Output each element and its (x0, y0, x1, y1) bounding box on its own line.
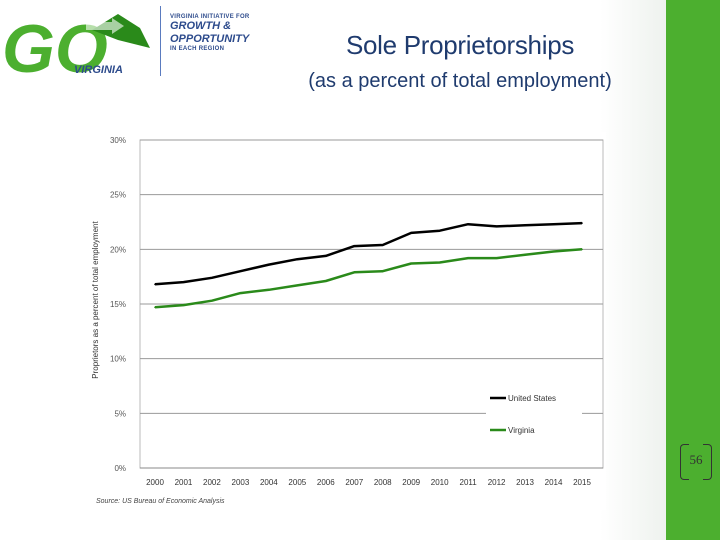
x-tick-label: 2009 (402, 478, 420, 487)
logo-line1: VIRGINIA INITIATIVE FOR (170, 14, 250, 20)
chart-source: Source: US Bureau of Economic Analysis (96, 498, 225, 505)
data-point (410, 262, 413, 265)
series-line-united-states (154, 221, 583, 286)
y-tick-label: 20% (110, 245, 126, 254)
logo-line4: IN EACH REGION (170, 46, 225, 52)
data-point (467, 223, 469, 225)
axis-layer: 0% 5% 10% 15% 20% 25% 30% 2000 2001 2002 2003 2004 2… (110, 136, 591, 487)
data-point (296, 284, 299, 287)
y-tick-label: 5% (114, 409, 126, 418)
logo-divider (160, 6, 161, 76)
y-tick-label: 25% (110, 191, 126, 200)
legend-label: Virginia (508, 426, 535, 435)
data-point (154, 306, 156, 309)
data-point (296, 258, 299, 260)
slide-title: Sole Proprietorships (345, 30, 575, 60)
data-point (353, 245, 356, 247)
logo-virginia-text: VIRGINIA (74, 64, 123, 76)
right-bracket-icon (703, 444, 712, 480)
x-tick-label: 2008 (374, 478, 392, 487)
y-tick-label: 30% (110, 136, 126, 145)
data-point (438, 229, 441, 232)
x-tick-label: 2004 (260, 478, 278, 487)
logo-line3: OPPORTUNITY (170, 33, 250, 45)
data-point (353, 271, 356, 274)
data-point (182, 281, 185, 283)
data-point (325, 280, 327, 282)
data-point (182, 304, 185, 306)
right-fade (600, 0, 666, 540)
series-line-virginia (154, 248, 583, 309)
line-chart: 0% 5% 10% 15% 20% 25% 30% 2000 2001 2002 2003 2004 2… (91, 136, 604, 505)
data-point (495, 257, 498, 259)
logo-tagline: VIRGINIA INITIATIVE FOR GROWTH & OPPORTU… (170, 14, 290, 52)
series-layer (154, 221, 583, 309)
data-point (268, 263, 270, 266)
data-point (410, 232, 413, 234)
arrow-icon (86, 18, 124, 34)
data-point (524, 224, 526, 227)
data-point (467, 257, 469, 259)
data-point (211, 276, 213, 279)
left-bracket-icon (680, 444, 689, 480)
x-tick-label: 2015 (573, 478, 591, 487)
data-point (581, 222, 583, 224)
x-tick-label: 2010 (431, 478, 449, 487)
legend-layer: United States Virginia (486, 390, 582, 440)
chart-panel: 0% 5% 10% 15% 20% 25% 30% 2000 2001 2002 2003 2004 2… (88, 132, 606, 510)
y-tick-label: 10% (110, 355, 126, 364)
page-number: 56 (676, 444, 716, 484)
x-tick-label: 2002 (203, 478, 221, 487)
y-axis-label: Proprietors as a percent of total employ… (91, 221, 100, 379)
x-tick-label: 2000 (146, 478, 164, 487)
go-virginia-logo: GO VIRGINIA VIRGINIA INITIATIVE FOR GROW… (0, 0, 290, 90)
y-tick-label: 15% (110, 300, 126, 309)
data-point (239, 292, 242, 294)
x-tick-label: 2001 (175, 478, 193, 487)
page-number-text: 56 (689, 452, 703, 467)
data-point (154, 283, 156, 286)
legend-label: United States (508, 394, 556, 403)
logo-line2: GROWTH & (170, 20, 232, 32)
data-point (524, 254, 526, 256)
data-point (211, 299, 213, 302)
x-tick-label: 2003 (232, 478, 250, 487)
slide-subtitle: (as a percent of total employment) (308, 70, 612, 92)
go-logo-mark: GO (2, 11, 150, 87)
x-tick-label: 2007 (345, 478, 363, 487)
data-point (239, 270, 242, 272)
data-point (381, 244, 384, 246)
data-point (268, 288, 270, 291)
x-tick-label: 2005 (288, 478, 306, 487)
data-point (438, 261, 441, 264)
x-tick-label: 2013 (516, 478, 534, 487)
data-point (495, 225, 498, 228)
x-tick-label: 2011 (460, 478, 478, 487)
data-point (552, 250, 555, 253)
x-tick-label: 2014 (545, 478, 563, 487)
y-tick-label: 0% (114, 464, 126, 473)
x-tick-label: 2012 (488, 478, 506, 487)
data-point (325, 255, 327, 257)
data-point (552, 223, 555, 225)
data-point (381, 270, 384, 272)
x-tick-label: 2006 (317, 478, 335, 487)
data-point (581, 248, 583, 251)
